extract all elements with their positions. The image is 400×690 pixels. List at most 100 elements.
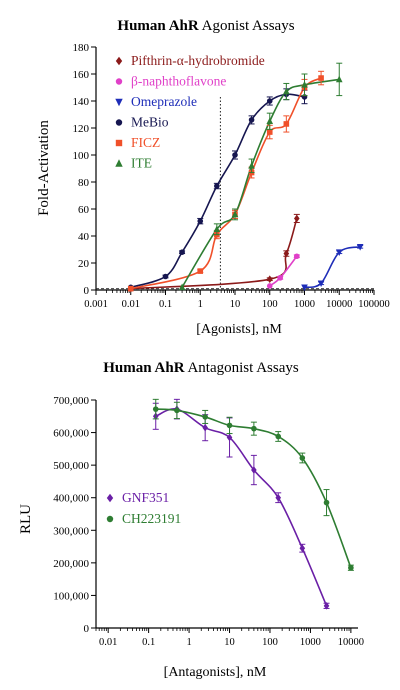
x-tick-label: 0.01 bbox=[99, 637, 117, 648]
data-point-ch223191 bbox=[202, 414, 208, 420]
series-curve-omeprazole bbox=[304, 246, 361, 289]
data-point-mebio bbox=[266, 98, 273, 104]
y-tick-label: 60 bbox=[78, 204, 90, 216]
data-point-ch223191 bbox=[299, 455, 306, 461]
x-tick-label: 0.01 bbox=[122, 299, 140, 310]
data-point-ch223191 bbox=[152, 406, 159, 412]
x-tick-label: 100000 bbox=[358, 299, 390, 310]
x-tick-label: 100 bbox=[262, 299, 278, 310]
data-point-mebio bbox=[197, 218, 204, 224]
antagonist-markers bbox=[152, 398, 354, 610]
data-point-omeprazole bbox=[335, 249, 343, 256]
data-point-mebio bbox=[179, 249, 185, 255]
y-tick-label: 0 bbox=[84, 623, 90, 635]
antagonist-y-axis-label: RLU bbox=[18, 504, 34, 534]
series-curve-ch223191 bbox=[155, 408, 352, 569]
data-point-naphthoflavone bbox=[293, 253, 300, 260]
y-tick-label: 500,000 bbox=[53, 460, 89, 472]
data-point-mebio bbox=[162, 273, 169, 280]
legend-label-pifthrin-hydrobromide: Pifthrin-α-hydrobromide bbox=[131, 53, 265, 68]
data-point-ficz bbox=[127, 285, 134, 292]
data-point-ficz bbox=[266, 129, 273, 135]
y-tick-label: 80 bbox=[78, 177, 90, 189]
data-point-ite bbox=[178, 283, 186, 291]
y-tick-label: 100,000 bbox=[53, 590, 89, 602]
data-point-ite bbox=[213, 225, 221, 233]
legend-label-ficz: FICZ bbox=[131, 135, 160, 150]
data-point-mebio bbox=[214, 183, 220, 189]
legend-label-mebio: MeBio bbox=[131, 115, 169, 130]
data-point-omeprazole bbox=[356, 244, 364, 251]
data-point-pifthrin-hydrobromide bbox=[283, 249, 290, 258]
legend-marker-ficz bbox=[115, 139, 123, 147]
series-curve-gnf351 bbox=[155, 408, 328, 607]
data-point-naphthoflavone bbox=[266, 283, 273, 289]
y-tick-label: 700,000 bbox=[53, 395, 89, 407]
x-tick-label: 1000 bbox=[294, 299, 315, 310]
agonist-legend: Pifthrin-α-hydrobromide β-naphthoflavone O… bbox=[115, 53, 265, 171]
x-tick-label: 0.1 bbox=[142, 637, 155, 648]
y-tick-label: 200,000 bbox=[53, 558, 89, 570]
data-point-mebio bbox=[232, 152, 238, 158]
data-point-ch223191 bbox=[275, 433, 282, 440]
data-point-ficz bbox=[197, 268, 204, 274]
agonist-axes: 0 20 40 60 80 100 120 140 160 180 0.001 0.01 0.1 1 10 1… bbox=[73, 42, 390, 310]
legend-label-omeprazole: Omeprazole bbox=[131, 94, 197, 109]
y-tick-label: 400,000 bbox=[53, 493, 89, 505]
x-tick-label: 0.001 bbox=[84, 299, 108, 310]
series-curve-ite bbox=[181, 78, 340, 288]
data-point-gnf351 bbox=[251, 466, 257, 474]
data-point-ite bbox=[301, 81, 308, 88]
series-curve-naphthoflavone bbox=[269, 255, 298, 287]
legend-label-naphthoflavone: β-naphthoflavone bbox=[131, 74, 226, 89]
legend-marker-omeprazole bbox=[115, 98, 123, 107]
x-tick-label: 100 bbox=[262, 637, 278, 648]
y-tick-label: 100 bbox=[73, 150, 90, 162]
data-point-gnf351 bbox=[299, 544, 306, 552]
legend-marker-mebio bbox=[115, 119, 123, 126]
data-point-ite bbox=[335, 75, 343, 83]
data-point-pifthrin-hydrobromide bbox=[266, 275, 273, 283]
data-point-ch223191 bbox=[226, 422, 233, 429]
data-point-ch223191 bbox=[251, 425, 257, 432]
agonist-curves bbox=[130, 77, 361, 290]
data-point-ite bbox=[283, 87, 290, 95]
legend-marker-pifthrin-hydrobromide bbox=[115, 56, 123, 66]
data-point-mebio bbox=[248, 117, 255, 123]
y-tick-label: 300,000 bbox=[53, 525, 89, 537]
legend-marker-ite bbox=[115, 159, 123, 167]
series-curve-mebio bbox=[130, 93, 305, 289]
y-tick-label: 20 bbox=[78, 258, 90, 270]
antagonist-chart: Human AhR Antagonist Assays 0 100,000 200,… bbox=[18, 360, 364, 680]
agonist-title: Human AhR Agonist Assays bbox=[117, 18, 294, 34]
y-tick-label: 0 bbox=[84, 285, 90, 297]
agonist-chart: Human AhR Agonist Assays 0 20 40 60 80 100 120… bbox=[36, 18, 390, 337]
legend-label-ite: ITE bbox=[131, 156, 152, 171]
x-tick-label: 10 bbox=[224, 637, 235, 648]
legend-marker-gnf351 bbox=[106, 493, 114, 503]
x-tick-label: 0.1 bbox=[159, 299, 172, 310]
data-point-gnf351 bbox=[275, 493, 282, 502]
x-tick-label: 10 bbox=[230, 299, 241, 310]
y-tick-label: 140 bbox=[73, 96, 90, 108]
data-point-ficz bbox=[318, 75, 324, 81]
data-point-ch223191 bbox=[348, 564, 354, 571]
data-point-gnf351 bbox=[202, 423, 208, 432]
legend-label-ch223191: CH223191 bbox=[122, 511, 181, 526]
data-point-pifthrin-hydrobromide bbox=[293, 214, 300, 223]
x-tick-label: 1000 bbox=[300, 637, 321, 648]
antagonist-title: Human AhR Antagonist Assays bbox=[103, 360, 299, 376]
data-point-gnf351 bbox=[226, 433, 233, 442]
antagonist-x-axis-label: [Antagonists], nM bbox=[164, 665, 267, 680]
legend-marker-naphthoflavone bbox=[115, 78, 123, 85]
data-point-gnf351 bbox=[323, 602, 330, 610]
agonist-y-axis-label: Fold-Activation bbox=[36, 120, 52, 216]
data-point-ch223191 bbox=[174, 407, 180, 414]
x-tick-label: 10000 bbox=[326, 299, 352, 310]
data-point-ficz bbox=[283, 121, 290, 127]
x-tick-label: 10000 bbox=[338, 637, 364, 648]
data-point-ch223191 bbox=[323, 499, 330, 506]
legend-marker-ch223191 bbox=[106, 515, 114, 523]
antagonist-legend: GNF351 CH223191 bbox=[106, 490, 181, 526]
